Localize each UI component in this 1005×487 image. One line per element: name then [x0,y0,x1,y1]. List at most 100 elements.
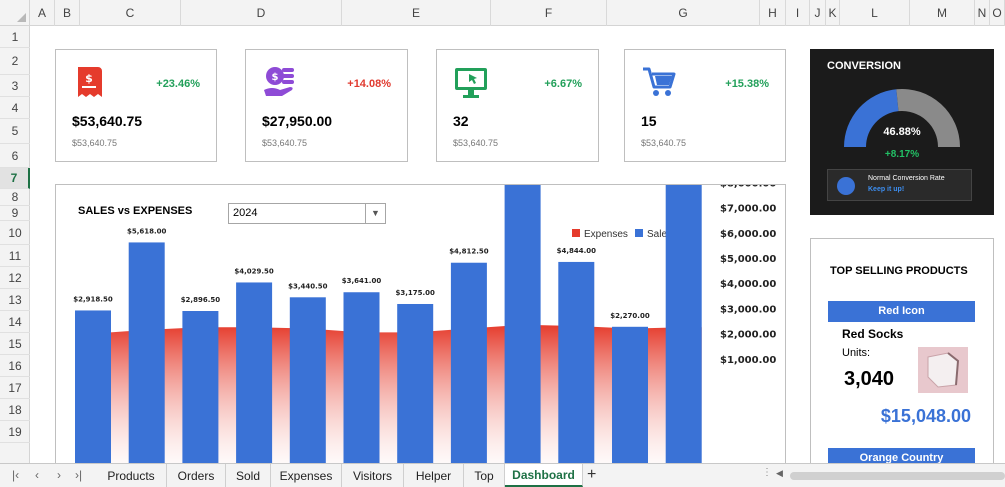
row-header[interactable]: 9 [0,206,30,221]
next-sheet-icon[interactable]: › [57,468,61,482]
row-header[interactable]: 10 [0,221,30,245]
column-header[interactable]: E [342,0,491,26]
cart-icon [643,67,676,96]
row-header[interactable]: 16 [0,355,30,377]
sales-bar[interactable] [612,326,648,463]
sales-bar[interactable] [397,303,434,463]
row-header[interactable]: 4 [0,97,30,119]
coins-hand-icon: $ [264,67,294,96]
product-name: Red Socks [842,327,904,341]
row-header[interactable]: 3 [0,75,30,97]
top-selling-title: TOP SELLING PRODUCTS [830,265,968,277]
row-header[interactable]: 11 [0,245,30,267]
tab-splitter-icon[interactable]: ⋮ [762,467,772,478]
sales-bar[interactable] [450,262,487,463]
column-header[interactable]: L [840,0,910,26]
column-header[interactable]: I [786,0,810,26]
row-header[interactable]: 19 [0,421,30,443]
sheet-tab[interactable]: Top [464,464,505,487]
sales-data-label: $3,641.00 [342,277,382,285]
prev-sheet-icon[interactable]: ‹ [35,468,39,482]
kpi-subvalue: $53,640.75 [72,138,118,148]
row-header[interactable]: 15 [0,333,30,355]
y-tick-label: $5,000.00 [720,254,776,265]
row-header[interactable]: 12 [0,267,30,289]
row-header[interactable]: 8 [0,189,30,206]
row-header[interactable]: 14 [0,311,30,333]
sales-bar[interactable] [182,311,219,463]
row-header[interactable]: 7 [0,168,30,189]
column-header[interactable]: D [181,0,342,26]
last-sheet-icon[interactable]: ›| [75,468,83,482]
sales-bar[interactable] [75,310,111,463]
legend-sales-label: Sales [647,229,672,240]
conversion-note: Normal Conversion Rate Keep it up! [827,169,972,201]
sheet-tab[interactable]: Helper [404,464,464,487]
column-header[interactable]: C [80,0,181,26]
row-header[interactable]: 6 [0,144,30,168]
row-header[interactable]: 1 [0,26,30,48]
column-header[interactable]: O [990,0,1005,26]
sales-bar[interactable] [236,282,273,463]
horizontal-scrollbar[interactable] [790,472,1005,480]
sales-expenses-chart[interactable]: SALES vs EXPENSES 2024 ▼ Expenses Sales … [55,184,786,463]
y-tick-label: $8,000.00 [720,185,776,189]
column-header[interactable]: K [826,0,840,26]
sales-bar[interactable] [665,185,702,463]
column-header[interactable]: J [810,0,826,26]
category-band: Red Icon [828,301,975,322]
chevron-down-icon[interactable]: ▼ [365,204,385,223]
sales-bar[interactable] [343,292,380,463]
sales-bar[interactable] [128,242,165,463]
product-image [918,347,968,393]
scroll-left-icon[interactable]: ◀ [776,468,783,478]
y-tick-label: $2,000.00 [720,330,776,341]
chart-title: SALES vs EXPENSES [78,205,193,217]
column-header[interactable]: N [975,0,990,26]
column-header[interactable]: B [55,0,80,26]
column-header[interactable]: F [491,0,607,26]
legend-expenses-label: Expenses [584,229,628,240]
select-all-corner[interactable] [0,0,30,26]
sales-data-label: $2,918.50 [73,295,113,303]
row-header[interactable]: 17 [0,377,30,399]
row-headers: 1 2 3 4 5 6 7 8 9 10 11 12 13 14 15 16 17 18 19 [0,26,30,463]
kpi-change: +6.67% [544,78,582,90]
conversion-value: 46.88% [883,126,921,138]
receipt-icon: $ [78,67,102,97]
year-dropdown[interactable]: 2024 ▼ [228,203,386,224]
kpi-card-orders: +6.67% 32 $53,640.75 [436,49,599,162]
column-header[interactable]: A [30,0,55,26]
kpi-change: +23.46% [156,78,200,90]
svg-text:$: $ [272,72,279,83]
sheet-tab[interactable]: Expenses [271,464,342,487]
row-header[interactable]: 13 [0,289,30,311]
sales-data-label: $2,270.00 [610,312,650,320]
sheet-tab[interactable]: Visitors [342,464,404,487]
units-label: Units: [842,347,871,359]
row-header[interactable]: 5 [0,119,30,144]
column-header[interactable]: G [607,0,760,26]
y-tick-label: $6,000.00 [720,229,776,240]
conversion-delta: +8.17% [884,149,920,160]
gauge-remainder-arc [896,89,960,147]
add-sheet-icon[interactable]: + [587,466,597,483]
first-sheet-icon[interactable]: |‹ [12,468,20,482]
kpi-change: +15.38% [725,78,769,90]
sheet-tab[interactable]: Products [96,464,167,487]
monitor-click-icon [455,68,487,98]
column-header[interactable]: H [760,0,786,26]
sheet-tab[interactable]: Dashboard [505,464,583,487]
row-header[interactable]: 18 [0,399,30,421]
column-header[interactable]: M [910,0,975,26]
sheet-tab[interactable]: Orders [167,464,226,487]
sales-data-label: $2,896.50 [181,296,221,304]
sheet-tab[interactable]: Sold [226,464,271,487]
sales-bar[interactable] [558,261,595,463]
sales-bar[interactable] [289,297,326,463]
sales-data-label: $4,029.50 [234,267,274,275]
y-tick-label: $3,000.00 [720,304,776,315]
sales-bar[interactable] [504,185,541,463]
face-icon [837,177,855,195]
row-header[interactable]: 2 [0,48,30,75]
